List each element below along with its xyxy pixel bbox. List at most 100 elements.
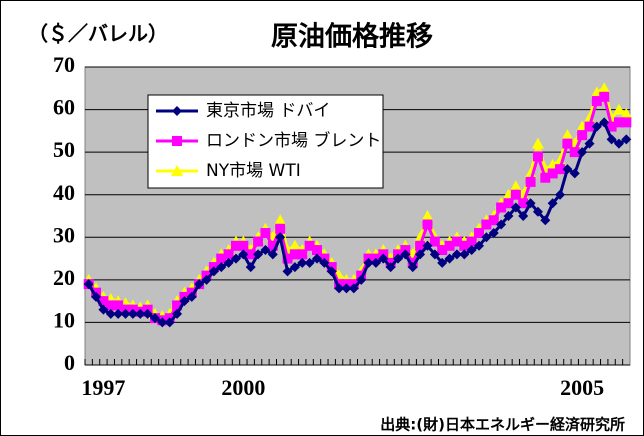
- y-tick-label: 50: [53, 137, 75, 162]
- marker: [194, 279, 205, 290]
- marker: [363, 257, 374, 268]
- marker: [105, 308, 116, 319]
- marker: [555, 164, 566, 175]
- marker: [509, 180, 522, 192]
- marker: [274, 214, 287, 226]
- marker: [304, 257, 315, 268]
- marker: [378, 253, 389, 264]
- marker: [488, 215, 499, 226]
- marker: [120, 308, 131, 319]
- marker: [569, 147, 580, 158]
- marker: [311, 253, 322, 264]
- marker: [98, 304, 109, 315]
- legend-label: 東京市場 ドバイ: [206, 101, 330, 121]
- marker: [230, 253, 241, 264]
- marker: [275, 223, 286, 234]
- marker: [282, 266, 293, 277]
- marker: [334, 283, 345, 294]
- marker: [385, 262, 396, 273]
- marker: [245, 249, 256, 260]
- marker: [429, 236, 440, 247]
- marker: [245, 262, 256, 273]
- marker: [370, 257, 381, 268]
- marker: [216, 262, 227, 273]
- marker: [598, 82, 611, 94]
- marker: [437, 257, 448, 268]
- marker: [267, 249, 278, 260]
- marker: [179, 296, 190, 307]
- marker: [525, 198, 536, 209]
- marker: [356, 274, 367, 285]
- marker: [253, 236, 264, 247]
- marker: [459, 249, 470, 260]
- x-tick-label: 2005: [560, 375, 604, 400]
- marker: [172, 308, 183, 319]
- marker: [135, 308, 146, 319]
- marker: [444, 253, 455, 264]
- marker: [562, 164, 573, 175]
- legend-marker: [172, 136, 182, 146]
- legend-marker: [171, 165, 183, 176]
- marker: [223, 249, 234, 260]
- marker: [393, 253, 404, 264]
- marker: [599, 117, 610, 128]
- marker: [400, 249, 411, 260]
- marker: [584, 138, 595, 149]
- marker: [341, 283, 352, 294]
- marker: [503, 211, 514, 221]
- marker: [253, 249, 264, 260]
- marker: [142, 308, 153, 319]
- marker: [599, 91, 610, 102]
- marker: [466, 245, 477, 256]
- marker: [260, 228, 271, 239]
- y-tick-label: 60: [53, 95, 75, 120]
- marker: [510, 189, 521, 200]
- marker: [577, 130, 588, 141]
- marker: [612, 103, 625, 115]
- marker: [311, 245, 322, 256]
- marker: [164, 317, 175, 328]
- marker: [606, 134, 617, 145]
- marker: [613, 138, 624, 149]
- marker: [474, 228, 485, 239]
- marker: [451, 249, 462, 260]
- marker: [481, 232, 492, 243]
- y-tick-label: 40: [53, 180, 75, 205]
- legend-label: ロンドン市場 ブレント: [206, 130, 381, 151]
- marker: [83, 279, 94, 290]
- marker: [127, 308, 138, 319]
- marker: [569, 168, 580, 179]
- marker: [113, 308, 124, 319]
- marker: [488, 228, 499, 239]
- marker: [532, 151, 543, 162]
- marker: [577, 147, 588, 158]
- chart-title: 原油価格推移: [271, 22, 433, 53]
- y-tick-label: 0: [64, 350, 75, 375]
- marker: [421, 210, 434, 221]
- marker: [297, 257, 308, 268]
- marker: [238, 240, 249, 251]
- marker: [407, 262, 418, 273]
- marker: [518, 198, 529, 209]
- marker: [621, 117, 632, 128]
- marker: [91, 291, 102, 302]
- marker: [422, 240, 433, 251]
- marker: [223, 257, 234, 268]
- marker: [525, 176, 536, 187]
- marker: [496, 219, 507, 230]
- x-tick-label: 2000: [221, 375, 265, 400]
- marker: [289, 262, 300, 273]
- marker: [510, 202, 521, 213]
- marker: [561, 129, 574, 141]
- marker: [429, 249, 440, 260]
- marker: [288, 239, 301, 251]
- marker: [208, 266, 219, 277]
- marker: [260, 245, 271, 256]
- marker: [238, 249, 249, 260]
- y-tick-label: 20: [53, 265, 75, 290]
- marker: [149, 313, 160, 324]
- marker: [319, 257, 330, 268]
- marker: [540, 215, 551, 226]
- marker: [275, 232, 286, 243]
